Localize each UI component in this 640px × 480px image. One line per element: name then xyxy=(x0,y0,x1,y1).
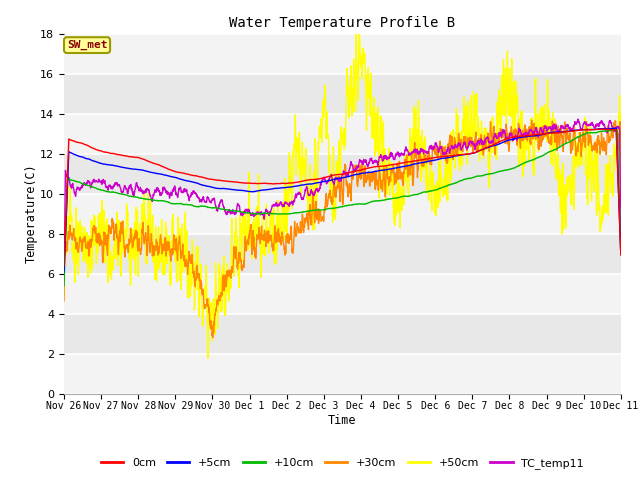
Bar xyxy=(64,354,621,394)
Bar xyxy=(64,34,621,73)
Bar xyxy=(64,114,621,154)
Legend: 0cm, +5cm, +10cm, +30cm, +50cm, TC_temp11: 0cm, +5cm, +10cm, +30cm, +50cm, TC_temp1… xyxy=(96,453,589,473)
X-axis label: Time: Time xyxy=(328,414,356,427)
Bar xyxy=(64,274,621,313)
Text: SW_met: SW_met xyxy=(67,40,108,50)
Title: Water Temperature Profile B: Water Temperature Profile B xyxy=(229,16,456,30)
Bar xyxy=(64,193,621,234)
Y-axis label: Temperature(C): Temperature(C) xyxy=(24,164,37,264)
